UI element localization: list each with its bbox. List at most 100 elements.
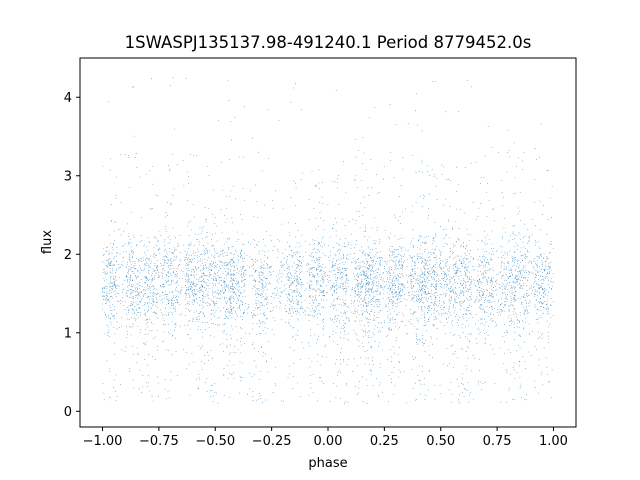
data-point xyxy=(368,357,369,359)
data-point xyxy=(354,301,356,302)
data-point xyxy=(130,267,132,269)
data-point xyxy=(395,263,397,265)
data-point xyxy=(316,342,317,344)
data-point xyxy=(463,286,464,288)
data-point xyxy=(165,228,167,230)
data-point xyxy=(227,309,228,310)
data-point xyxy=(262,291,264,293)
data-point xyxy=(500,304,501,306)
data-point xyxy=(242,296,244,297)
data-point xyxy=(456,272,458,274)
data-point xyxy=(278,297,279,299)
data-point xyxy=(230,352,232,353)
data-point xyxy=(128,318,130,320)
data-point xyxy=(371,227,373,229)
data-point xyxy=(224,282,225,284)
data-point xyxy=(374,319,376,321)
data-point xyxy=(371,297,373,299)
data-point xyxy=(383,286,385,287)
data-point xyxy=(304,299,306,301)
data-point xyxy=(259,276,261,278)
data-point xyxy=(277,279,278,281)
data-point xyxy=(119,277,120,278)
data-point xyxy=(138,260,140,262)
data-point xyxy=(321,270,323,271)
data-point xyxy=(437,310,439,312)
data-point xyxy=(199,297,200,299)
data-point xyxy=(484,277,486,279)
data-point xyxy=(278,274,279,276)
data-point xyxy=(532,331,533,332)
data-point xyxy=(114,342,116,344)
data-point xyxy=(388,272,390,274)
data-point xyxy=(515,282,517,284)
data-point xyxy=(456,283,458,284)
data-point xyxy=(486,281,488,283)
data-point xyxy=(507,349,509,351)
data-point xyxy=(137,298,139,299)
data-point xyxy=(426,294,428,295)
data-point xyxy=(364,298,366,300)
data-point xyxy=(259,275,260,276)
data-point xyxy=(514,298,516,300)
data-point xyxy=(370,369,372,371)
data-point xyxy=(225,303,227,305)
data-point xyxy=(378,268,379,270)
data-point xyxy=(223,394,225,396)
data-point xyxy=(279,270,280,271)
data-point xyxy=(511,320,512,322)
data-point xyxy=(469,253,470,255)
data-point xyxy=(397,289,399,290)
data-point xyxy=(399,238,401,239)
data-point xyxy=(550,243,552,245)
data-point xyxy=(211,309,213,311)
data-point xyxy=(151,356,153,357)
data-point xyxy=(209,263,211,265)
data-point xyxy=(299,251,301,253)
data-point xyxy=(339,268,341,270)
data-point xyxy=(500,287,502,289)
data-point xyxy=(329,280,331,281)
data-point xyxy=(151,274,153,276)
data-point xyxy=(399,196,400,197)
data-point xyxy=(369,302,370,303)
data-point xyxy=(468,240,470,241)
data-point xyxy=(488,200,490,202)
data-point xyxy=(342,320,344,322)
data-point xyxy=(281,400,282,402)
data-point xyxy=(534,148,536,150)
data-point xyxy=(157,264,158,266)
data-point xyxy=(272,250,274,252)
data-point xyxy=(221,262,222,263)
data-point xyxy=(511,272,512,273)
data-point xyxy=(531,234,533,236)
data-point xyxy=(156,302,157,303)
data-point xyxy=(491,259,493,260)
data-point xyxy=(321,277,323,279)
data-point xyxy=(510,267,512,269)
data-point xyxy=(541,289,543,290)
data-point xyxy=(205,247,207,249)
data-point xyxy=(463,307,465,309)
data-point xyxy=(464,267,466,268)
data-point xyxy=(252,280,254,281)
data-point xyxy=(209,389,211,391)
data-point xyxy=(340,332,342,333)
data-point xyxy=(153,338,155,339)
data-point xyxy=(330,271,332,273)
data-point xyxy=(365,229,367,231)
data-point xyxy=(260,371,262,372)
data-point xyxy=(138,306,140,308)
data-point xyxy=(551,288,552,290)
data-point xyxy=(132,235,134,236)
data-point xyxy=(338,320,340,321)
data-point xyxy=(336,326,338,327)
data-point xyxy=(266,278,268,280)
data-point xyxy=(149,292,151,293)
data-point xyxy=(384,281,385,283)
data-point xyxy=(262,321,263,322)
data-point xyxy=(126,290,128,292)
data-point xyxy=(201,273,203,275)
data-point xyxy=(227,262,229,263)
data-point xyxy=(380,285,382,287)
